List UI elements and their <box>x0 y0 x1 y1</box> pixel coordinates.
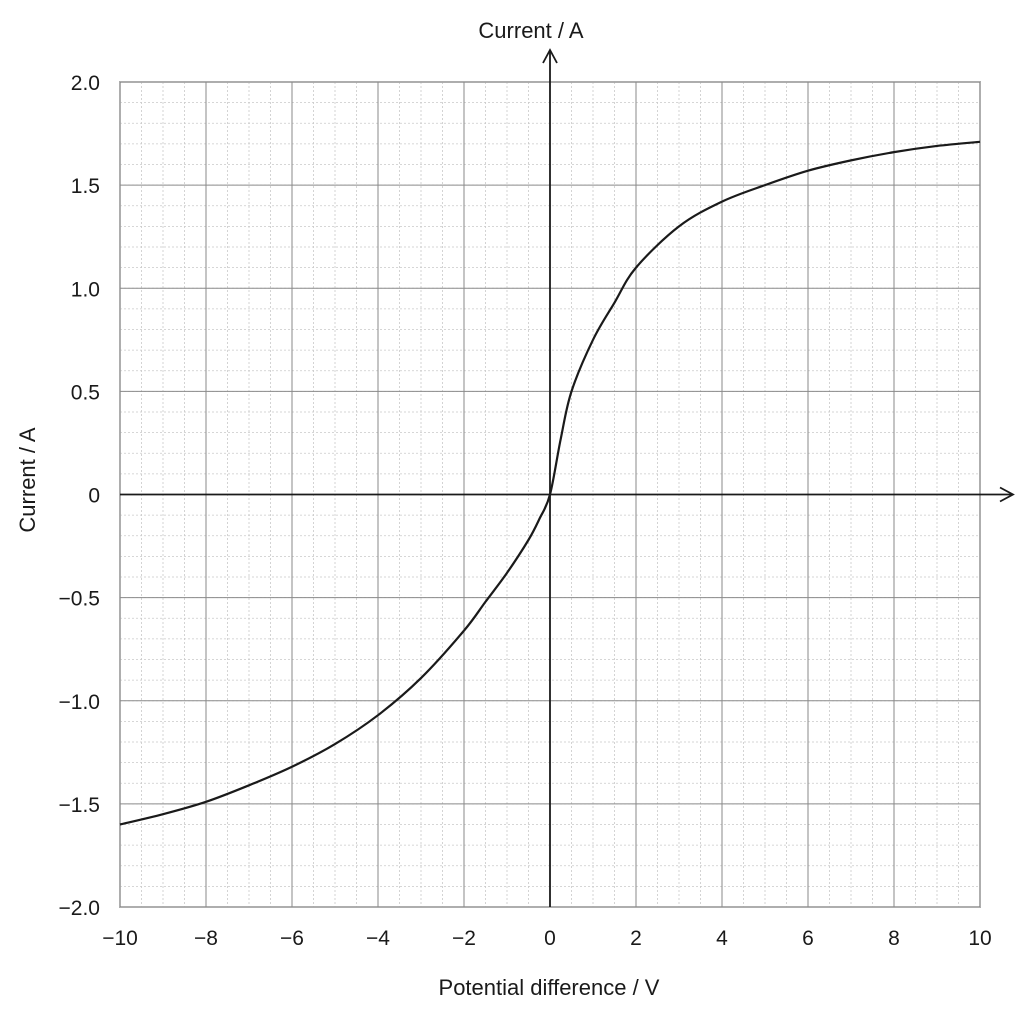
axes <box>120 48 1015 907</box>
y-tick-label: −0.5 <box>59 588 100 611</box>
x-tick-label: −6 <box>280 927 304 950</box>
y-axis-title-side: Current / A <box>15 427 40 532</box>
x-tick-label: 8 <box>888 927 900 950</box>
x-tick-label: 0 <box>544 927 556 950</box>
y-tick-label: 2.0 <box>71 72 100 95</box>
x-tick-label: 4 <box>716 927 728 950</box>
x-tick-label: −2 <box>452 927 476 950</box>
x-tick-label: 10 <box>968 927 991 950</box>
x-tick-label: −4 <box>366 927 390 950</box>
x-axis-title: Potential difference / V <box>439 975 660 1000</box>
y-tick-label: −2.0 <box>59 897 100 920</box>
y-axis-arrow <box>542 48 558 64</box>
y-tick-label: 0.5 <box>71 381 100 404</box>
x-tick-label: −10 <box>102 927 138 950</box>
x-tick-label: 6 <box>802 927 814 950</box>
iv-curve-line <box>119 140 981 826</box>
y-tick-label: −1.0 <box>59 691 100 714</box>
y-tick-label: −1.5 <box>59 794 100 817</box>
x-axis-arrow <box>999 486 1015 503</box>
y-tick-label: 0 <box>88 485 100 508</box>
y-tick-labels: 2.0 1.5 1.0 0.5 0 −0.5 −1.0 −1.5 −2.0 <box>59 72 100 920</box>
x-tick-label: 2 <box>630 927 642 950</box>
y-tick-label: 1.5 <box>71 175 100 198</box>
x-tick-label: −8 <box>194 927 218 950</box>
series-group <box>119 140 981 826</box>
y-tick-label: 1.0 <box>71 278 100 301</box>
y-axis-title-top: Current / A <box>478 18 583 43</box>
x-tick-labels: −10 −8 −6 −4 −2 0 2 4 6 8 10 <box>102 927 991 950</box>
